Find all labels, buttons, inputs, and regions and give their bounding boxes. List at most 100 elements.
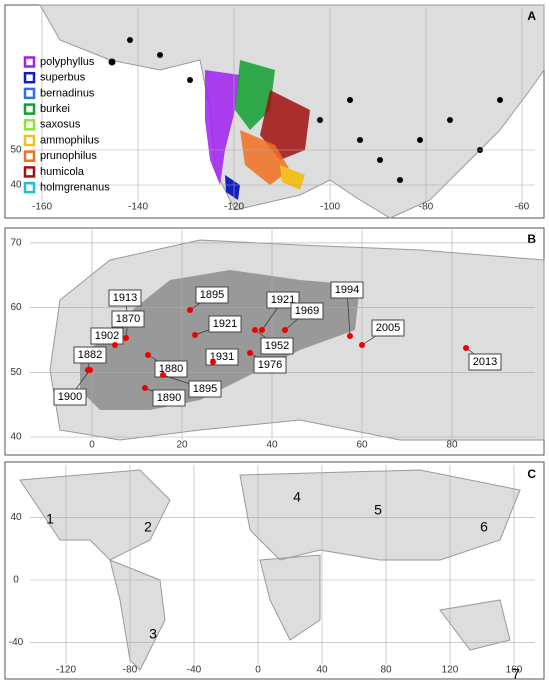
legend-label: burkei	[40, 103, 70, 115]
region-number: 5	[374, 502, 382, 518]
lon-tick-label: 20	[176, 440, 188, 451]
year-label: 1870	[116, 313, 140, 325]
lon-tick-label: -100	[320, 202, 340, 213]
panel-label: C	[527, 467, 536, 481]
legend-swatch	[23, 87, 36, 100]
lat-tick-label: 0	[13, 575, 19, 586]
legend-swatch	[23, 56, 36, 68]
introduction-site	[187, 307, 193, 313]
introduction-site	[160, 372, 166, 378]
region-number: 2	[144, 519, 152, 535]
range-polyphyllus	[205, 70, 240, 185]
year-label: 1952	[265, 340, 289, 352]
introduction-site	[87, 367, 93, 373]
year-label: 1969	[295, 305, 319, 317]
year-label: 1913	[113, 292, 137, 304]
year-box	[90, 327, 124, 345]
lon-tick-label: 80	[380, 665, 392, 676]
lon-tick-label: -160	[32, 202, 52, 213]
region-number: 6	[480, 519, 488, 535]
year-box	[195, 286, 229, 304]
range-prunophilus	[240, 130, 290, 185]
legend-label: saxosus	[40, 119, 81, 131]
lon-tick-label: 60	[356, 440, 368, 451]
introduction-site	[123, 335, 129, 341]
introduction-site	[112, 342, 118, 348]
lat-tick-label: 50	[10, 367, 22, 378]
legend-label: humicola	[40, 166, 85, 178]
legend-swatch	[23, 181, 36, 194]
year-label: 1976	[258, 359, 282, 371]
lat-tick-label: -40	[9, 637, 24, 648]
year-label: 1994	[335, 284, 359, 296]
year-box	[330, 281, 364, 299]
year-label: 1902	[95, 330, 119, 342]
lon-tick-label: 120	[442, 665, 459, 676]
year-label: 1921	[271, 294, 295, 306]
land-world	[19, 469, 521, 671]
year-label: 2005	[376, 322, 400, 334]
introduction-site	[142, 385, 148, 391]
lat-tick-label: 40	[10, 512, 22, 523]
year-box	[111, 310, 145, 328]
year-box	[290, 302, 324, 320]
lat-tick-label: 70	[10, 238, 22, 249]
lon-tick-label: -40	[187, 665, 202, 676]
lat-tick-label: 40	[10, 180, 22, 191]
occurrence-dots-a	[127, 37, 503, 183]
year-label: 1900	[58, 391, 82, 403]
legend-dot	[108, 58, 116, 66]
region-number: 7	[512, 666, 520, 682]
year-label: 2013	[473, 356, 497, 368]
lon-tick-label: 0	[255, 665, 261, 676]
lon-tick-label: -80	[123, 665, 138, 676]
legend-swatch	[23, 103, 36, 115]
panel-label: A	[527, 9, 536, 23]
panel-label: B	[527, 232, 536, 246]
year-label: 1931	[210, 351, 234, 363]
lat-tick-label: 40	[10, 432, 22, 443]
introduction-site	[210, 359, 216, 365]
legend-label: prunophilus	[40, 150, 97, 162]
legend-label: polyphyllus	[40, 56, 95, 68]
lon-tick-label: 160	[506, 665, 523, 676]
lon-tick-label: 40	[316, 665, 328, 676]
legend-label: ammophilus	[40, 134, 100, 146]
year-box	[188, 380, 222, 398]
legend-swatch	[23, 150, 36, 162]
legend-swatch	[23, 71, 36, 84]
range-humicola	[260, 90, 310, 160]
year-label: 1882	[78, 349, 102, 361]
lon-tick-label: -120	[56, 665, 76, 676]
lat-tick-label: 50	[10, 145, 22, 156]
region-number: 3	[149, 626, 157, 642]
lon-tick-label: -120	[224, 202, 244, 213]
lon-tick-label: -80	[419, 202, 434, 213]
year-box	[152, 389, 186, 407]
range-superbus	[225, 175, 240, 200]
year-label: 1880	[159, 363, 183, 375]
year-label: 1921	[213, 318, 237, 330]
lon-tick-label: 80	[446, 440, 458, 451]
introduction-site	[145, 352, 151, 358]
year-label: 1895	[193, 383, 217, 395]
introduction-site	[463, 345, 469, 351]
year-label: 1890	[157, 392, 181, 404]
legend-label: holmgrenanus	[40, 182, 110, 194]
legend-swatch	[23, 134, 36, 147]
lon-tick-label: 40	[266, 440, 278, 451]
year-box	[53, 388, 87, 406]
year-box	[371, 319, 405, 337]
lon-tick-label: 0	[89, 440, 95, 451]
legend-label: bernadinus	[40, 87, 95, 99]
year-box	[260, 337, 294, 355]
introduction-site	[192, 332, 198, 338]
range-ammophilus	[280, 165, 305, 190]
legend-swatch	[23, 166, 36, 178]
year-label: 1895	[200, 289, 224, 301]
year-box	[208, 315, 242, 333]
introduction-site	[359, 342, 365, 348]
introduction-site	[252, 327, 258, 333]
legend-swatch	[23, 119, 36, 131]
